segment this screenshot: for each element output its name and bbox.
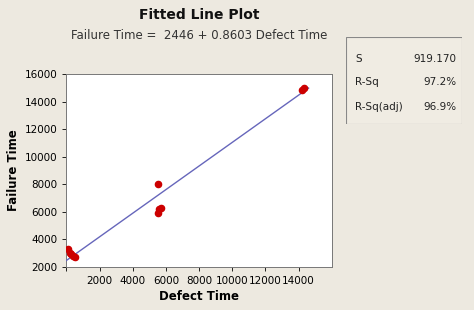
Point: [66, 250, 73, 255]
Text: S: S: [356, 54, 362, 64]
FancyBboxPatch shape: [346, 37, 462, 124]
Point: [154, 210, 161, 215]
Point: [71, 255, 79, 259]
Text: R-Sq: R-Sq: [356, 77, 379, 87]
Point: [298, 87, 306, 92]
Text: Failure Time =  2446 + 0.8603 Defect Time: Failure Time = 2446 + 0.8603 Defect Time: [71, 29, 327, 42]
Text: 919.170: 919.170: [413, 54, 456, 64]
Point: [157, 205, 165, 210]
Point: [69, 253, 77, 258]
Text: Fitted Line Plot: Fitted Line Plot: [139, 8, 259, 22]
Text: 97.2%: 97.2%: [423, 77, 456, 87]
X-axis label: Defect Time: Defect Time: [159, 290, 239, 303]
Point: [154, 182, 161, 187]
Point: [67, 252, 75, 257]
Y-axis label: Failure Time: Failure Time: [8, 130, 20, 211]
Point: [155, 206, 163, 211]
Point: [300, 86, 307, 91]
Text: R-Sq(adj): R-Sq(adj): [356, 102, 403, 112]
Text: 96.9%: 96.9%: [423, 102, 456, 112]
Point: [64, 246, 72, 251]
